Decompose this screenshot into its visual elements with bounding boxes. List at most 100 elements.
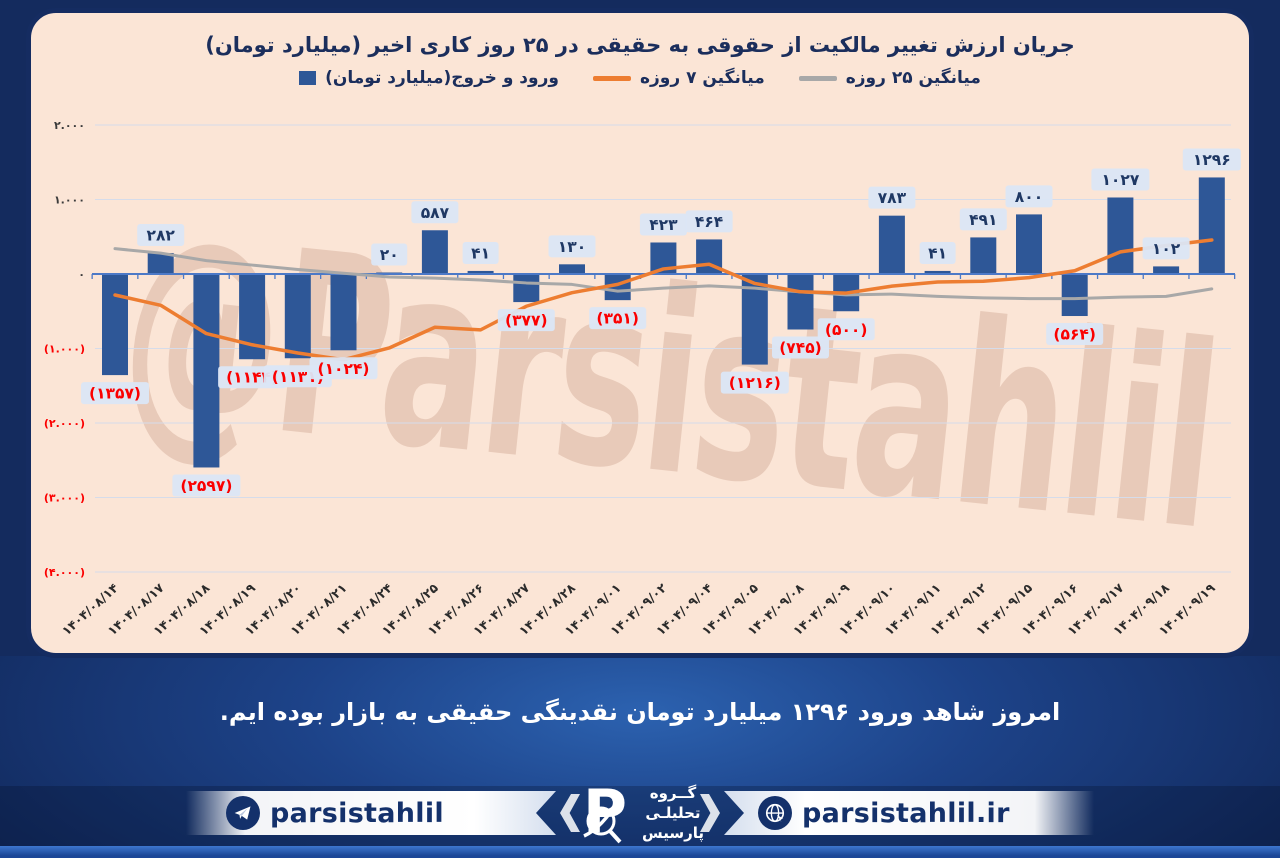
brand-line-1: گــروه	[649, 783, 697, 802]
bar	[284, 274, 311, 359]
value-label: ۱۰۲	[1152, 240, 1181, 258]
value-chip	[720, 371, 789, 394]
ma7-line-swatch-icon	[592, 75, 631, 81]
chart-legend: ورود و خروج(میلیارد تومان) میانگین ۷ روز…	[31, 68, 1249, 88]
bar	[1153, 266, 1180, 274]
value-label: ۴۱	[471, 244, 490, 262]
y-tick-label: ۰	[78, 268, 85, 281]
bar	[193, 274, 220, 468]
value-chip	[868, 186, 916, 209]
value-label: ۴۹۱	[969, 211, 997, 229]
brand-line-2: تحلیلـی	[645, 803, 701, 822]
value-chip	[172, 474, 241, 497]
parsis-logo-mark: P	[574, 780, 636, 846]
value-label: ۵۸۷	[421, 204, 450, 222]
value-label: ۴۶۴	[695, 213, 723, 231]
bottom-accent-strip	[0, 846, 1280, 858]
value-label: (۵۶۴)	[1053, 326, 1096, 344]
logo-arrow-magnifier-icon	[583, 797, 622, 844]
telegram-icon	[226, 796, 260, 830]
bar	[1016, 214, 1042, 274]
value-label: (۵۰۰)	[825, 321, 868, 339]
value-chip	[371, 243, 408, 266]
legend-label-bars: ورود و خروج(میلیارد تومان)	[325, 68, 559, 88]
value-label: (۱۲۱۶)	[729, 374, 781, 392]
chart-panel: جریان ارزش تغییر مالکیت از حقوقی به حقیق…	[26, 8, 1254, 658]
value-label: ۷۸۳	[878, 189, 907, 207]
bar	[102, 274, 128, 376]
bar	[787, 274, 814, 330]
value-chip	[772, 336, 829, 359]
legend-label-ma25: میانگین ۲۵ روزه	[845, 68, 981, 88]
website-url: parsistahlil.ir	[802, 797, 1010, 829]
value-chip	[137, 223, 185, 246]
bar	[513, 274, 540, 303]
bar	[970, 237, 997, 274]
bar	[1198, 177, 1225, 274]
value-chip	[639, 213, 687, 236]
value-label: (۳۵۱)	[596, 310, 639, 328]
value-label: ۱۳۰	[558, 238, 586, 256]
value-chip	[1046, 323, 1104, 346]
value-chip	[919, 241, 956, 264]
value-label: ۱۲۹۶	[1193, 151, 1231, 169]
bar	[559, 264, 585, 274]
value-label: ۴۲۳	[649, 216, 678, 234]
bar	[467, 270, 494, 274]
bar	[330, 274, 357, 351]
value-chip	[589, 307, 647, 330]
parsis-logo: P گــروه تحلیلـی پارسیس	[574, 780, 720, 846]
value-chip	[685, 210, 733, 233]
value-label: ۲۸۲	[147, 226, 176, 244]
bar	[1061, 274, 1088, 317]
telegram-handle: parsistahlil	[270, 797, 444, 829]
bar	[147, 252, 174, 274]
telegram-banner[interactable]: parsistahlil	[186, 791, 556, 835]
value-label: (۷۴۵)	[779, 339, 822, 357]
value-label: ۸۰۰	[1015, 188, 1043, 206]
y-tick-label: (۳.۰۰۰)	[44, 492, 85, 505]
value-chip	[497, 309, 555, 332]
bar-swatch-icon	[299, 71, 317, 85]
value-label: (۱۰۲۴)	[317, 360, 369, 378]
value-label: (۳۷۷)	[505, 312, 548, 330]
legend-label-ma7: میانگین ۷ روزه	[639, 68, 765, 88]
value-chip	[1005, 185, 1053, 208]
value-chip	[411, 201, 459, 224]
chart-title: جریان ارزش تغییر مالکیت از حقوقی به حقیق…	[205, 33, 1075, 57]
y-tick-label: (۴.۰۰۰)	[44, 566, 85, 579]
y-tick-label: (۲.۰۰۰)	[44, 417, 85, 430]
ma25-line	[113, 247, 1214, 301]
website-banner[interactable]: parsistahlil.ir	[724, 791, 1094, 835]
bar	[878, 215, 905, 274]
value-chip	[1142, 237, 1190, 260]
value-chip	[462, 241, 499, 264]
bar	[1107, 197, 1134, 274]
summary-message: امروز شاهد ورود ۱۲۹۶ میلیارد تومان نقدین…	[219, 698, 1061, 726]
ma25-line-swatch-icon	[798, 75, 837, 81]
y-tick-label: ۱.۰۰۰	[54, 194, 85, 207]
value-label: (۱۳۵۷)	[89, 385, 141, 403]
value-label: ۴۱	[928, 244, 947, 262]
value-label: ۱۰۲۷	[1101, 171, 1139, 189]
value-chip	[817, 318, 875, 341]
brand-line-3: پارسیس	[642, 824, 704, 843]
value-chip	[1182, 148, 1241, 171]
bar	[421, 230, 448, 274]
value-chip	[959, 208, 1007, 231]
value-chip	[1091, 168, 1150, 191]
flow-chart: ۲.۰۰۰ ۱.۰۰۰ ۰ (۱.۰۰۰) (۲.۰۰۰) (۳.۰۰۰) (۴.۰۰۰) (…	[44, 119, 1241, 638]
globe-icon	[758, 796, 792, 830]
y-tick-label: ۲.۰۰۰	[54, 119, 85, 132]
ma7-line	[113, 238, 1214, 362]
value-chip	[548, 235, 596, 258]
y-tick-label: (۱.۰۰۰)	[44, 343, 85, 356]
legend-item-ma7: میانگین ۷ روزه	[592, 68, 765, 88]
value-chip	[309, 357, 378, 380]
value-label: ۲۰	[380, 246, 399, 264]
legend-item-bars: ورود و خروج(میلیارد تومان)	[299, 68, 559, 88]
value-label: (۲۵۹۷)	[180, 477, 232, 495]
brand-name: گــروه تحلیلـی پارسیس	[642, 783, 704, 844]
legend-item-ma25: میانگین ۲۵ روزه	[798, 68, 981, 88]
bar	[924, 270, 951, 274]
